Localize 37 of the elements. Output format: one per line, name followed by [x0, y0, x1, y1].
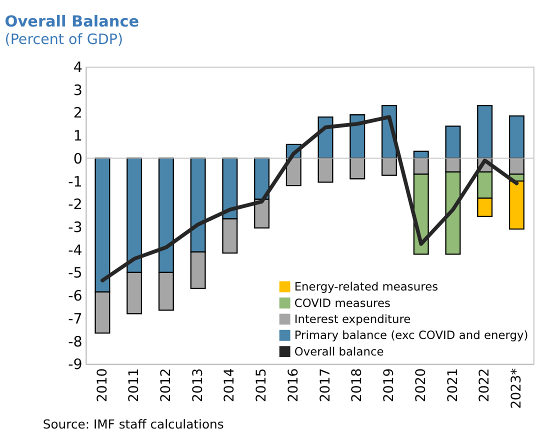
y-tick-label: 1: [73, 128, 82, 145]
x-tick-label: 2010: [95, 368, 110, 402]
x-tick-label: 2018: [350, 368, 366, 402]
x-tick-label: 2020: [414, 368, 429, 402]
y-tick-label: -4: [68, 242, 82, 259]
x-tick-label: 2013: [190, 368, 206, 402]
x-tick-label: 2022: [478, 368, 493, 402]
chart-title: Overall Balance: [4, 12, 140, 31]
y-tick-label: 0: [73, 151, 82, 168]
y-tick-label: -6: [68, 288, 82, 305]
y-tick-label: -8: [68, 334, 82, 350]
line-series: [100, 115, 519, 282]
x-tick-label: 2019: [382, 368, 398, 402]
x-tick-label: 2014: [222, 368, 238, 402]
chart-subtitle: (Percent of GDP): [4, 32, 124, 48]
y-tick-label: -9: [68, 357, 82, 374]
y-tick-label: -2: [68, 197, 82, 214]
y-tick-label: -1: [68, 174, 82, 190]
legend-label: Energy-related measures: [294, 280, 438, 294]
y-tick-label: -7: [68, 311, 82, 328]
x-tick-label: 2017: [318, 368, 334, 402]
x-tick-label: 2016: [286, 368, 302, 402]
x-tick-label: 2011: [127, 368, 142, 402]
source-note: Source: IMF staff calculations: [42, 418, 224, 432]
legend-label: Interest expenditure: [294, 312, 411, 326]
legend-label: Overall balance: [294, 344, 384, 358]
x-tick-label: 2021: [446, 368, 461, 402]
y-tick-label: 4: [73, 60, 82, 76]
x-tick-label: 2023*: [510, 368, 525, 409]
legend-label: Primary balance (exc COVID and energy): [294, 328, 528, 342]
y-tick-label: -3: [68, 220, 82, 236]
legend-label: COVID measures: [294, 296, 391, 310]
y-tick-label: -5: [68, 266, 82, 282]
x-tick-label: 2015: [254, 368, 270, 402]
y-tick-label: 2: [73, 106, 82, 122]
y-tick-label: 3: [73, 82, 82, 99]
x-tick-label: 2012: [159, 368, 174, 402]
